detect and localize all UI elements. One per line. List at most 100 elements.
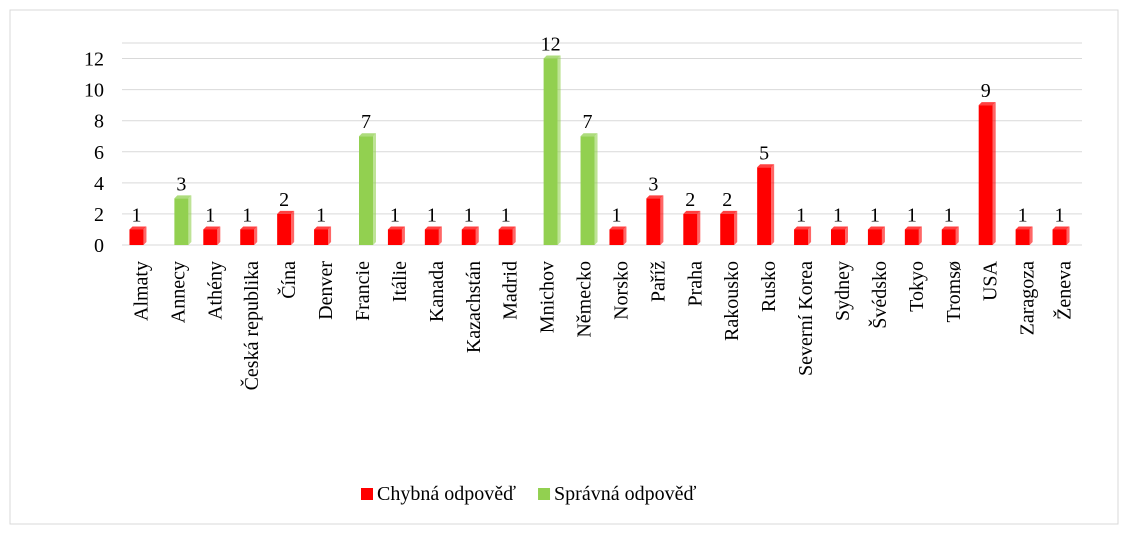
data-label: 1 [316,204,326,226]
bar [498,229,513,245]
bar-top [387,226,405,230]
bar [941,229,956,245]
legend-swatch [538,488,551,500]
bar-side [373,133,376,245]
x-tick-label: Ženeva [1053,261,1076,320]
data-label: 1 [390,204,400,226]
x-tick-label: Kanada [426,261,448,322]
x-tick-label: Tokyo [906,261,928,312]
bar-top [461,226,479,230]
x-tick-label: Tromsø [943,261,965,323]
data-label: 1 [611,204,621,226]
data-label: 1 [131,204,141,226]
y-tick-label: 12 [84,49,104,71]
y-tick-label: 0 [94,235,104,257]
x-tick-label: Čína [276,261,300,299]
chart-frame [9,9,1119,525]
bar-side [438,226,442,245]
bar [904,229,919,245]
data-label: 7 [361,111,371,133]
bar [794,229,809,245]
x-tick-label: Zaragoza [1017,261,1039,336]
y-tick-label: 8 [94,111,104,133]
x-tick-label: Mnichov [537,261,559,333]
bar-top [424,226,442,230]
x-tick-label: Rusko [758,261,780,312]
bar-top [794,226,812,230]
bar-top [904,226,922,230]
bar-top [609,226,627,230]
data-label: 9 [981,80,991,102]
bar-top [941,226,959,230]
bar [867,229,882,245]
bar [387,229,402,245]
bar-side [918,226,922,245]
bar [978,105,993,246]
x-tick-label: Norsko [610,261,632,320]
bar [1015,229,1030,245]
data-label: 1 [1018,204,1028,226]
bar-top [1052,226,1070,230]
bar-side [512,226,516,245]
bar-top [683,210,701,214]
data-label: 1 [501,204,511,226]
bar-side [217,226,221,245]
x-tick-label: Kazachstán [463,261,485,353]
data-label: 7 [583,111,593,133]
bar-top [831,226,848,230]
bar-side [1066,226,1070,245]
bar [240,229,255,245]
data-label: 1 [944,204,954,226]
y-tick-label: 10 [84,80,104,102]
bar-top [277,210,295,214]
data-label: 1 [464,204,474,226]
data-label: 1 [427,204,437,226]
legend-label: Správná odpověď [554,483,696,505]
bar-side [594,133,598,245]
x-tick-label: Itálie [389,261,411,302]
bar-top [203,226,221,230]
bar-side [845,226,848,245]
bar-top [720,210,738,214]
bar-top [498,226,516,230]
bar [277,213,292,245]
data-label: 5 [759,142,769,164]
bar-top [867,226,885,230]
bar [609,229,624,245]
bar-top [240,226,258,230]
x-tick-label: Francie [352,261,374,321]
data-label: 1 [796,204,806,226]
bar-side [660,195,664,245]
bar [580,136,595,245]
data-label: 1 [242,204,252,226]
data-label: 12 [541,34,561,56]
bar [203,229,218,245]
x-tick-label: Almaty [130,261,152,321]
y-tick-label: 2 [94,204,104,226]
x-tick-label: Annecy [167,261,189,323]
bar-top [314,226,332,230]
bar [1052,229,1067,245]
x-tick-label: Česká republika [239,261,263,391]
bar-side [992,102,996,246]
x-tick-label: Paříž [647,261,669,302]
bar [757,167,772,245]
x-tick-label: USA [980,260,1002,301]
data-label: 3 [648,173,658,195]
x-tick-label: Severní Korea [795,261,817,376]
x-tick-label: Rakousko [721,261,743,341]
bar-top [646,195,664,199]
bar-side [1029,226,1033,245]
bar [174,198,189,245]
x-tick-label: Athény [204,261,226,320]
data-label: 2 [279,189,289,211]
bar-side [254,226,258,245]
bar [314,229,329,245]
bar [646,198,661,245]
legend-swatch [361,488,373,500]
x-tick-label: Praha [684,261,706,307]
bar-top [359,133,376,137]
bar-side [881,226,885,245]
bar-side [291,210,295,245]
